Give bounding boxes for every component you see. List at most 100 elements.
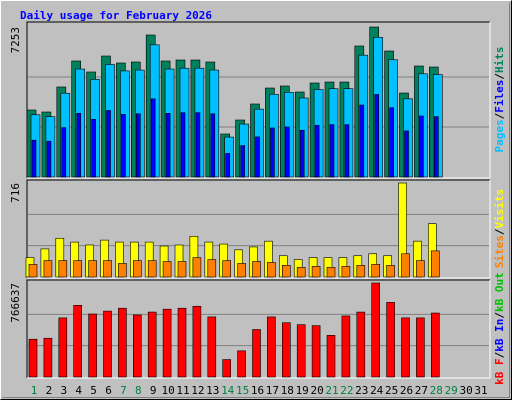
bar [165, 113, 171, 178]
x-tick-label: 30 [459, 384, 472, 397]
bar [192, 257, 202, 278]
legend: kB F/kB In/kB Out [493, 272, 506, 385]
legend-entry: Hits [493, 47, 506, 74]
bar [118, 263, 127, 278]
y-tick-label: 7253 [9, 27, 22, 54]
bar [389, 107, 394, 178]
bar [386, 265, 395, 278]
x-tick-label: 20 [310, 384, 323, 397]
bar [31, 139, 37, 178]
bar [192, 305, 202, 378]
bar [356, 265, 366, 278]
bar [311, 266, 321, 278]
x-tick-label: 1 [31, 384, 38, 397]
bar [43, 337, 53, 378]
legend-entry: Sites [493, 235, 506, 268]
bar [299, 129, 305, 178]
x-tick-label: 27 [415, 384, 428, 397]
bar [341, 315, 351, 378]
x-tick-label: 22 [340, 384, 353, 397]
bar [76, 113, 81, 178]
x-tick-label: 7 [120, 384, 127, 397]
legend-entry: Pages [493, 119, 506, 152]
bar [91, 118, 96, 178]
bar [133, 314, 142, 378]
bar [195, 112, 201, 178]
x-tick-label: 16 [251, 384, 264, 397]
bar [419, 115, 424, 178]
bar [177, 307, 187, 378]
x-tick-label: 4 [75, 384, 82, 397]
legend-entry: Visits [493, 189, 506, 229]
bar [267, 316, 276, 378]
bar [88, 313, 97, 378]
bar [416, 260, 425, 278]
bar [296, 324, 306, 378]
panel-border-light [27, 280, 491, 379]
bar [329, 124, 335, 178]
legend: Pages/Files/Hits [493, 47, 506, 153]
bar [326, 335, 336, 378]
x-tick-label: 29 [445, 384, 458, 397]
bar [252, 329, 261, 378]
bar [240, 145, 245, 178]
bar [386, 302, 395, 378]
bar [430, 312, 440, 378]
bar [326, 266, 336, 278]
x-tick-label: 12 [191, 384, 204, 397]
x-tick-label: 5 [90, 384, 97, 397]
x-tick-label: 24 [370, 384, 384, 397]
bar [121, 114, 126, 178]
x-tick-label: 28 [430, 384, 443, 397]
x-tick-label: 6 [105, 384, 112, 397]
bar [225, 153, 230, 178]
bar [296, 266, 306, 278]
bar [150, 98, 156, 178]
legend-entry: kB F [493, 358, 506, 385]
panel-border-dark [26, 179, 490, 278]
x-tick-label: 31 [474, 384, 487, 397]
bar [43, 260, 53, 278]
legend-entry: kB Out [493, 272, 506, 312]
bar [147, 260, 157, 278]
bar [177, 261, 187, 278]
panel-border-dark [26, 279, 490, 378]
bar [270, 127, 275, 178]
bar [61, 127, 67, 178]
legend-separator: / [493, 73, 506, 80]
legend-separator: / [493, 312, 506, 319]
bar [210, 113, 216, 178]
bar [162, 261, 172, 278]
bar [162, 308, 172, 378]
bar [356, 311, 366, 378]
x-tick-label: 9 [150, 384, 157, 397]
bar [311, 325, 321, 378]
bar [255, 136, 260, 178]
x-tick-label: 11 [176, 384, 189, 397]
y-tick-label: 716 [9, 183, 22, 203]
bar [147, 311, 157, 378]
bar [180, 112, 186, 178]
bar [103, 310, 112, 378]
legend-entry: kB In [493, 319, 506, 352]
x-tick-label: 23 [355, 384, 368, 397]
bar [341, 266, 351, 278]
bar [401, 317, 410, 378]
bar [207, 316, 217, 378]
legend-entry: Files [493, 80, 506, 113]
y-tick-label: 766637 [9, 283, 22, 323]
bar [344, 124, 350, 178]
bar [284, 126, 290, 178]
bar [267, 262, 276, 278]
x-tick-label: 13 [206, 384, 219, 397]
x-tick-label: 18 [281, 384, 294, 397]
legend-separator: / [493, 112, 506, 119]
bar [46, 140, 52, 178]
bar [222, 260, 231, 278]
bar [237, 263, 246, 278]
x-tick-label: 2 [46, 384, 53, 397]
x-tick-label: 3 [60, 384, 67, 397]
bar [133, 260, 142, 278]
bar [222, 359, 231, 378]
